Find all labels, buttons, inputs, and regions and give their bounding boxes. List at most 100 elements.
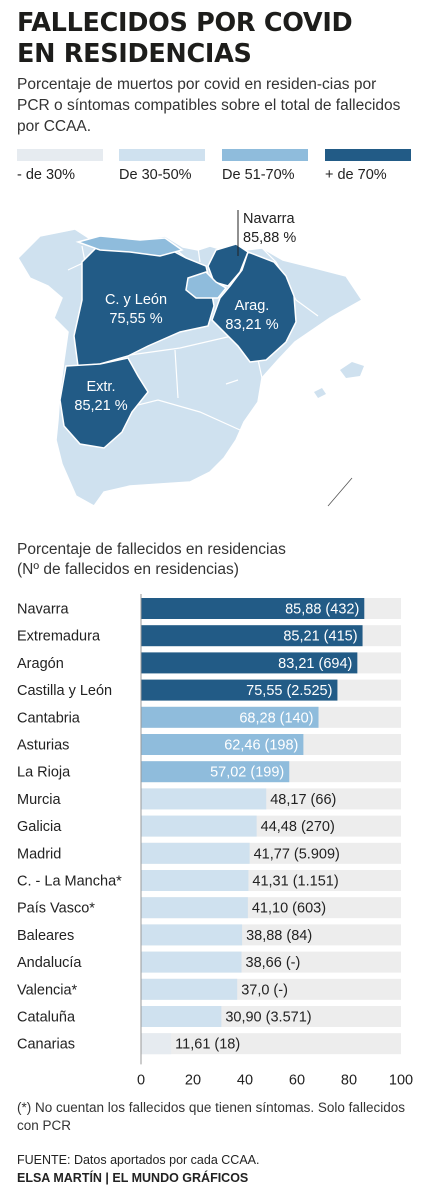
aragon-value: 83,21 % (225, 317, 279, 333)
cyl-value: 75,55 % (109, 311, 163, 327)
x-tick-label-1: 20 (185, 1072, 201, 1088)
bar-category-label-7: Murcia (17, 792, 61, 808)
bar-data-label-12: 38,88 (84) (246, 928, 312, 944)
bar-category-label-13: Andalucía (17, 955, 82, 971)
x-tick-label-5: 100 (389, 1072, 413, 1088)
map-la-rioja (185, 271, 228, 299)
bar-2 (141, 652, 358, 674)
bar-6 (141, 761, 290, 783)
bar-category-label-11: País Vasco* (17, 901, 95, 917)
bar-data-label-5: 62,46 (198) (224, 738, 298, 754)
bar-chart-title-line-1: Porcentaje de fallecidos en residencias (17, 541, 286, 558)
bar-data-label-1: 85,21 (415) (283, 629, 357, 645)
map-label-navarra: Navarra 85,88 % (243, 210, 296, 248)
bar-data-label-16: 11,61 (18) (175, 1037, 240, 1053)
map-aragon (211, 251, 297, 363)
bar-category-label-16: Canarias (17, 1037, 75, 1053)
bar-data-label-3: 75,55 (2.525) (246, 683, 332, 699)
bar-category-label-15: Cataluña (17, 1010, 76, 1026)
bar-data-label-11: 41,10 (603) (252, 901, 326, 917)
footnote: (*) No cuentan los fallecidos que tienen… (17, 1100, 405, 1133)
cyl-name: C. y León (104, 292, 168, 308)
bar-data-label-6: 57,02 (199) (210, 765, 284, 781)
bar-14 (141, 978, 238, 1000)
bar-category-label-9: Madrid (17, 846, 61, 862)
credit: ELSA MARTÍN | EL MUNDO GRÁFICOS (17, 1171, 249, 1185)
x-tick-label-3: 60 (289, 1072, 305, 1088)
legend-label-30-50: De 30-50% (119, 167, 192, 183)
legend-swatch-lt30 (17, 149, 103, 161)
extremadura-name: Extr. (86, 379, 116, 395)
bar-category-label-5: Asturias (17, 738, 69, 754)
bar-3 (141, 679, 338, 701)
bar-category-label-3: Castilla y León (17, 683, 112, 699)
bar-category-label-8: Galicia (17, 819, 62, 835)
bar-data-label-10: 41,31 (1.151) (252, 874, 338, 890)
bar-0 (141, 598, 365, 619)
bar-4 (141, 706, 319, 728)
bar-12 (141, 924, 243, 946)
bar-data-label-9: 41,77 (5.909) (254, 846, 340, 862)
map-inset-line (327, 477, 353, 507)
legend-label-lt30: - de 30% (17, 167, 76, 183)
bar-5 (141, 734, 304, 755)
x-tick-label-0: 0 (137, 1072, 145, 1088)
bar-8 (141, 815, 257, 837)
bar-category-label-6: La Rioja (17, 765, 71, 781)
bar-category-label-4: Cantabria (17, 710, 81, 726)
bar-chart-title: Porcentaje de fallecidos en residencias … (17, 540, 412, 580)
legend-swatch-30-50 (119, 149, 205, 161)
bar-data-label-13: 38,66 (-) (246, 955, 301, 971)
bar-data-label-4: 68,28 (140) (239, 710, 313, 726)
bar-category-label-0: Navarra (17, 602, 70, 618)
bar-data-label-14: 37,0 (-) (241, 982, 288, 998)
bar-11 (141, 897, 248, 919)
bar-1 (141, 625, 363, 647)
navarra-name: Navarra (243, 211, 295, 227)
spain-map (17, 210, 364, 507)
legend-item-30-50: De 30-50% (119, 149, 205, 183)
legend-item-gt70: + de 70% (325, 149, 411, 183)
bar-10 (141, 870, 249, 891)
map-label-cyl: C. y León 75,55 % (96, 291, 176, 329)
legend-swatch-51-70 (222, 149, 308, 161)
bar-data-label-8: 44,48 (270) (261, 819, 335, 835)
bar-15 (141, 1006, 222, 1027)
bar-category-label-2: Aragón (17, 656, 64, 672)
legend-label-51-70: De 51-70% (222, 167, 295, 183)
bar-category-label-10: C. - La Mancha* (17, 874, 122, 890)
bar-9 (141, 842, 250, 864)
map-extremadura (59, 357, 149, 449)
title-line-1: FALLECIDOS POR COVID (17, 8, 353, 38)
bar-track-16 (141, 1033, 401, 1055)
navarra-value: 85,88 % (243, 230, 297, 246)
source: FUENTE: Datos aportados por cada CCAA. (17, 1153, 260, 1167)
x-tick-label-4: 80 (341, 1072, 357, 1088)
bar-16 (141, 1033, 172, 1055)
bar-category-label-12: Baleares (17, 928, 74, 944)
bar-data-label-2: 83,21 (694) (278, 656, 352, 672)
map-cantabria-asturias (75, 235, 184, 257)
map-baleares (340, 362, 364, 378)
title-line-2: EN RESIDENCIAS (17, 39, 252, 69)
bar-category-label-1: Extremadura (17, 629, 101, 645)
extremadura-value: 85,21 % (74, 398, 128, 414)
map-label-aragon: Arag. 83,21 % (222, 297, 282, 335)
bar-data-label-7: 48,17 (66) (270, 792, 336, 808)
map-baleares-small (314, 388, 326, 398)
bar-13 (141, 951, 242, 973)
x-tick-label-2: 40 (237, 1072, 253, 1088)
bar-chart-title-line-2: (Nº de fallecidos en residencias) (17, 561, 239, 578)
page-title: FALLECIDOS POR COVID EN RESIDENCIAS (17, 8, 407, 70)
color-legend: - de 30% De 30-50% De 51-70% + de 70% (17, 149, 412, 189)
bar-data-label-15: 30,90 (3.571) (225, 1010, 311, 1026)
bar-data-label-0: 85,88 (432) (285, 602, 359, 618)
map-label-extremadura: Extr. 85,21 % (68, 378, 134, 416)
legend-item-lt30: - de 30% (17, 149, 103, 183)
legend-item-51-70: De 51-70% (222, 149, 308, 183)
aragon-name: Arag. (234, 298, 270, 314)
legend-label-gt70: + de 70% (325, 167, 387, 183)
bar-7 (141, 788, 267, 810)
bar-category-label-14: Valencia* (17, 982, 78, 998)
subtitle: Porcentaje de muertos por covid en resid… (17, 76, 401, 135)
